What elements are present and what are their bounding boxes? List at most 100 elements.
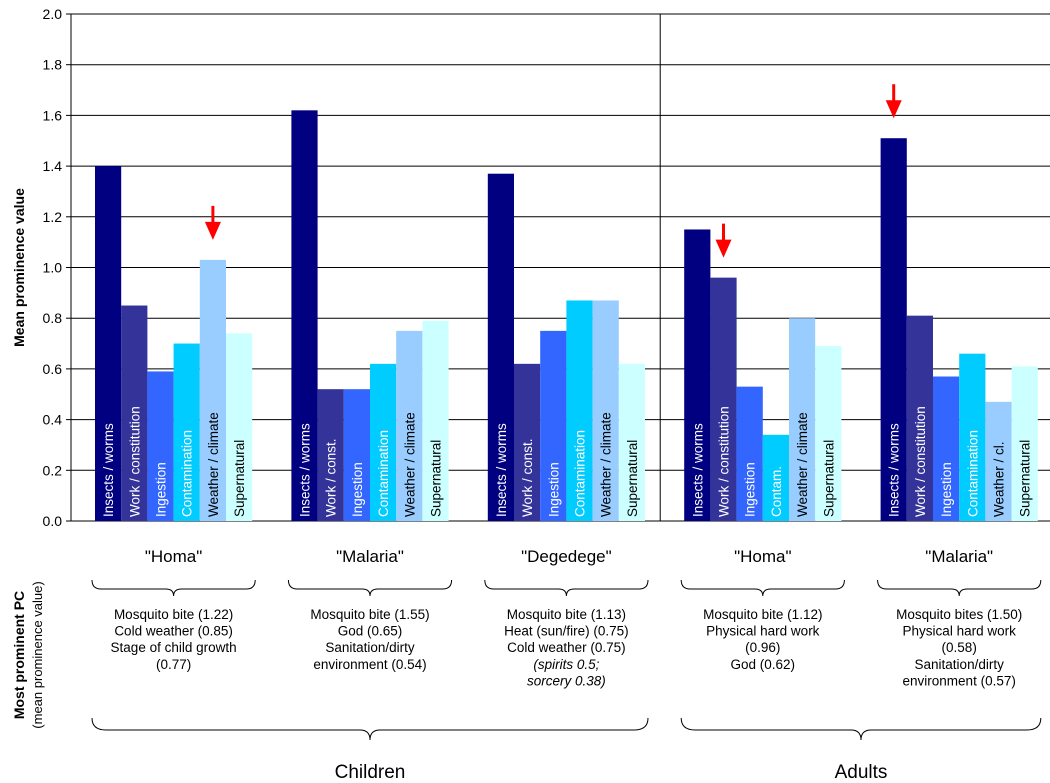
bar-label: Ingestion [939, 462, 954, 517]
pc-text-line: Physical hard work [903, 624, 1017, 639]
y-tick-label: 0.2 [43, 462, 63, 478]
bar-label: Contamination [965, 430, 980, 517]
bar [173, 343, 200, 521]
bar-label: Supernatural [821, 440, 836, 517]
bar [592, 300, 619, 521]
bar [540, 330, 567, 521]
population-label-adults: Adults [835, 762, 888, 783]
pc-text-line: Mosquito bite (1.55) [310, 607, 429, 622]
pc-text-line-italic: sorcery 0.38) [527, 673, 606, 688]
bar [736, 386, 763, 521]
y-tick-label: 2.0 [43, 6, 63, 22]
bar [317, 389, 344, 521]
bar-label: Work / constitution [717, 406, 732, 517]
red-arrow-head [715, 239, 732, 258]
bar [618, 363, 645, 521]
bar [710, 277, 737, 521]
bar-label: Contamination [180, 430, 195, 517]
y-tick-label: 1.4 [43, 158, 63, 174]
bar-label: Contamination [376, 430, 391, 517]
bar-label: Weather / cl. [992, 441, 1007, 517]
bar-label: Work / constitution [913, 406, 928, 517]
bar [343, 389, 370, 521]
bar [684, 229, 711, 521]
y-tick-label: 0.0 [43, 513, 63, 529]
bar-label: Insects / worms [298, 423, 313, 517]
red-arrow-head [885, 100, 902, 119]
y-tick-label: 0.8 [43, 310, 63, 326]
bar [880, 138, 907, 521]
group-brace [287, 579, 453, 597]
y-tick-label: 1.8 [43, 57, 63, 73]
pc-text-line: Heat (sun/fire) (0.75) [504, 624, 629, 639]
bar-label: Weather / climate [599, 412, 614, 517]
bar [422, 320, 449, 521]
pc-text-line: Stage of child growth [111, 640, 237, 655]
bar [487, 173, 514, 521]
bar [789, 318, 816, 521]
bar [933, 376, 960, 521]
bar [291, 110, 318, 521]
bar-label: Ingestion [743, 462, 758, 517]
group-label: "Homa" [734, 547, 791, 566]
pc-title: Most prominent PC [11, 591, 27, 719]
group-label: "Homa" [145, 547, 202, 566]
bar [762, 434, 789, 521]
pc-text-line: (0.77) [156, 657, 191, 672]
population-label-children: Children [335, 762, 406, 783]
pc-text-line: environment (0.57) [903, 673, 1016, 688]
y-tick-label: 0.6 [43, 361, 63, 377]
group-label: "Malaria" [336, 547, 404, 566]
bar-label: Work / const. [324, 438, 339, 517]
pc-text-line: Sanitation/dirty [325, 640, 415, 655]
y-tick-label: 1.2 [43, 209, 63, 225]
bar-label: Ingestion [154, 462, 169, 517]
pc-text-line: God (0.65) [338, 624, 403, 639]
group-brace [877, 579, 1042, 597]
pc-text-line: Physical hard work [706, 624, 820, 639]
bar-label: Insects / worms [690, 423, 705, 517]
bar [566, 300, 593, 521]
bar-label: Contamination [573, 430, 588, 517]
y-tick-label: 1.6 [43, 107, 63, 123]
pc-text-line: Cold weather (0.75) [507, 640, 626, 655]
pc-text-line: (0.96) [745, 640, 780, 655]
bar-label: Ingestion [350, 462, 365, 517]
bar-label: Supernatural [1018, 440, 1033, 517]
y-tick-label: 0.4 [43, 412, 63, 428]
population-brace [91, 717, 649, 741]
red-arrow-head [204, 221, 221, 240]
bar-label: Contam. [769, 466, 784, 517]
bar-label: Weather / climate [402, 412, 417, 517]
bar-label: Insects / worms [494, 423, 509, 517]
bar-label: Insects / worms [101, 423, 116, 517]
pc-text-line-italic: (spirits 0.5; [533, 657, 599, 672]
bar [396, 330, 423, 521]
group-brace [680, 579, 845, 597]
bar [959, 353, 986, 521]
bar-label: Supernatural [625, 440, 640, 517]
pc-text-line: Mosquito bite (1.22) [114, 607, 233, 622]
bar-label: Weather / climate [795, 412, 810, 517]
y-axis-title: Mean prominence value [11, 188, 27, 347]
bar-label: Work / const. [520, 438, 535, 517]
bar [906, 315, 933, 521]
bar-label: Ingestion [546, 462, 561, 517]
group-brace [484, 579, 649, 597]
pc-text-line: God (0.62) [731, 657, 796, 672]
bar [95, 166, 122, 521]
bar [370, 363, 397, 521]
bar-label: Supernatural [232, 440, 247, 517]
bar [815, 346, 842, 521]
group-label: "Malaria" [925, 547, 993, 566]
group-label: "Degedege" [521, 547, 612, 566]
bar [199, 259, 226, 521]
bar [514, 363, 541, 521]
pc-text-line: Mosquito bite (1.13) [507, 607, 626, 622]
pc-text-line: (0.58) [942, 640, 977, 655]
bar-label: Insects / worms [887, 423, 902, 517]
pc-text-line: Sanitation/dirty [915, 657, 1005, 672]
bar-label: Work / constitution [127, 406, 142, 517]
bar-label: Supernatural [429, 440, 444, 517]
